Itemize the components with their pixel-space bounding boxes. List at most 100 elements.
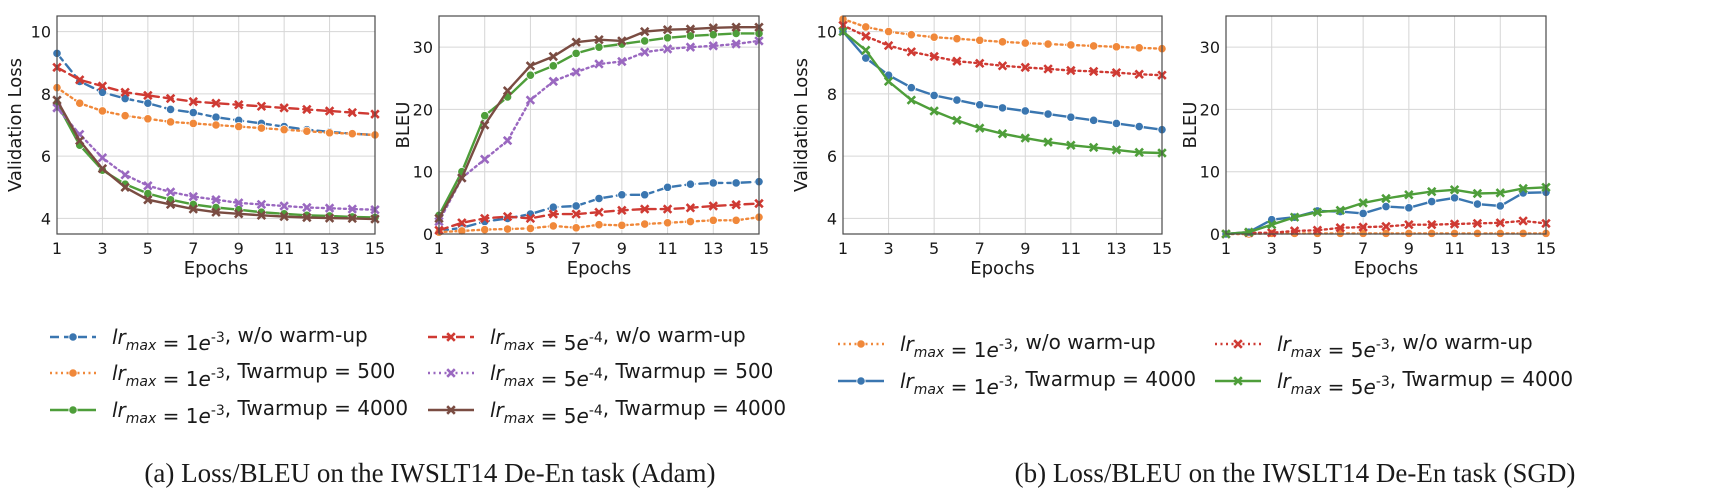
data-point (1020, 38, 1030, 48)
data-point (256, 101, 267, 112)
legend-label: lrmax = 5e-3, Twarmup = 4000 (1277, 367, 1573, 399)
y-axis-label: BLEU (393, 102, 414, 149)
series-a2 (434, 212, 764, 237)
data-point (997, 129, 1008, 139)
data-point (188, 118, 198, 129)
data-point (1472, 218, 1483, 229)
data-point (571, 201, 581, 211)
data-point (929, 90, 939, 101)
legend-marker (1233, 376, 1243, 386)
data-point (233, 100, 244, 110)
data-point (708, 30, 718, 40)
x-tick-label: 9 (617, 239, 627, 258)
data-point (1111, 118, 1122, 129)
caption-a: (a) Loss/BLEU on the IWSLT14 De-En task … (144, 458, 715, 488)
legend-entry: lrmax = 1e-3, w/o warm-up (50, 323, 368, 355)
data-point (1134, 43, 1144, 53)
data-point (617, 190, 627, 200)
data-point (997, 37, 1008, 47)
data-point (347, 107, 358, 118)
legend-label: lrmax = 5e-4, Twarmup = 4000 (490, 396, 786, 428)
data-point (233, 209, 244, 219)
data-point (143, 90, 153, 101)
data-point (617, 56, 627, 67)
legend-marker (68, 332, 78, 342)
data-point (1134, 69, 1144, 79)
y-tick-label: 4 (827, 209, 837, 228)
y-tick-label: 10 (31, 23, 51, 42)
data-point (1495, 188, 1506, 198)
legend-label: lrmax = 5e-4, w/o warm-up (490, 323, 746, 355)
data-point (861, 53, 871, 63)
x-tick-label: 5 (929, 239, 939, 258)
x-tick-label: 7 (975, 239, 985, 258)
x-tick-label: 3 (1267, 239, 1277, 258)
data-point (211, 120, 221, 130)
data-point (457, 173, 467, 183)
x-tick-label: 11 (657, 239, 677, 258)
series-line (55, 66, 377, 116)
data-point (347, 129, 357, 139)
y-axis-label: BLEU (1180, 102, 1201, 149)
data-point (1404, 219, 1414, 230)
data-point (324, 213, 335, 223)
data-point (97, 163, 108, 174)
legend-entry: lrmax = 5e-4, Twarmup = 4000 (428, 396, 786, 428)
data-point (1358, 208, 1368, 219)
data-point (1358, 222, 1368, 232)
data-point (640, 219, 650, 229)
legend-marker (68, 405, 78, 415)
data-point (143, 98, 153, 108)
data-point (525, 223, 536, 233)
data-point (906, 47, 917, 57)
data-point (502, 135, 513, 146)
data-point (1518, 228, 1528, 238)
data-point (1089, 115, 1099, 125)
data-point (975, 100, 985, 110)
data-point (974, 123, 985, 133)
data-point (479, 120, 490, 130)
y-tick-label: 20 (1200, 100, 1220, 119)
data-point (1043, 39, 1053, 49)
data-point (617, 36, 627, 46)
data-point (594, 34, 604, 45)
data-point (234, 121, 244, 132)
data-point (571, 223, 581, 233)
data-point (165, 187, 176, 197)
data-point (74, 75, 85, 85)
data-point (1381, 201, 1391, 212)
data-point (165, 199, 176, 210)
legend-entry: lrmax = 5e-4, w/o warm-up (428, 323, 746, 355)
data-point (640, 190, 650, 200)
data-point (861, 31, 871, 41)
legends-layer: lrmax = 1e-3, w/o warm-up lrmax = 5e-4, w… (50, 323, 1573, 428)
data-point (1495, 201, 1505, 211)
x-tick-label: 7 (1358, 239, 1368, 258)
plot-frame (842, 15, 1163, 235)
y-tick-label: 0 (1210, 225, 1220, 244)
data-point (685, 203, 696, 213)
data-point (97, 152, 108, 163)
legend-entry: lrmax = 1e-3, Twarmup = 4000 (838, 367, 1196, 399)
x-axis-label: Epochs (184, 258, 249, 279)
x-tick-label: 1 (434, 239, 444, 258)
data-point (279, 201, 289, 211)
x-tick-label: 13 (319, 239, 339, 258)
data-point (906, 95, 917, 105)
data-point (731, 22, 741, 32)
y-tick-label: 20 (413, 100, 433, 119)
data-point (708, 41, 719, 51)
x-tick-label: 3 (480, 239, 490, 258)
series-layer (838, 14, 1167, 158)
data-point (1449, 185, 1460, 195)
data-point (120, 182, 130, 193)
data-point (502, 211, 513, 222)
data-point (480, 225, 490, 235)
y-axis-label: Validation Loss (791, 58, 812, 192)
data-point (143, 188, 153, 199)
data-point (302, 212, 312, 223)
data-point (685, 179, 696, 189)
data-point (883, 76, 894, 87)
